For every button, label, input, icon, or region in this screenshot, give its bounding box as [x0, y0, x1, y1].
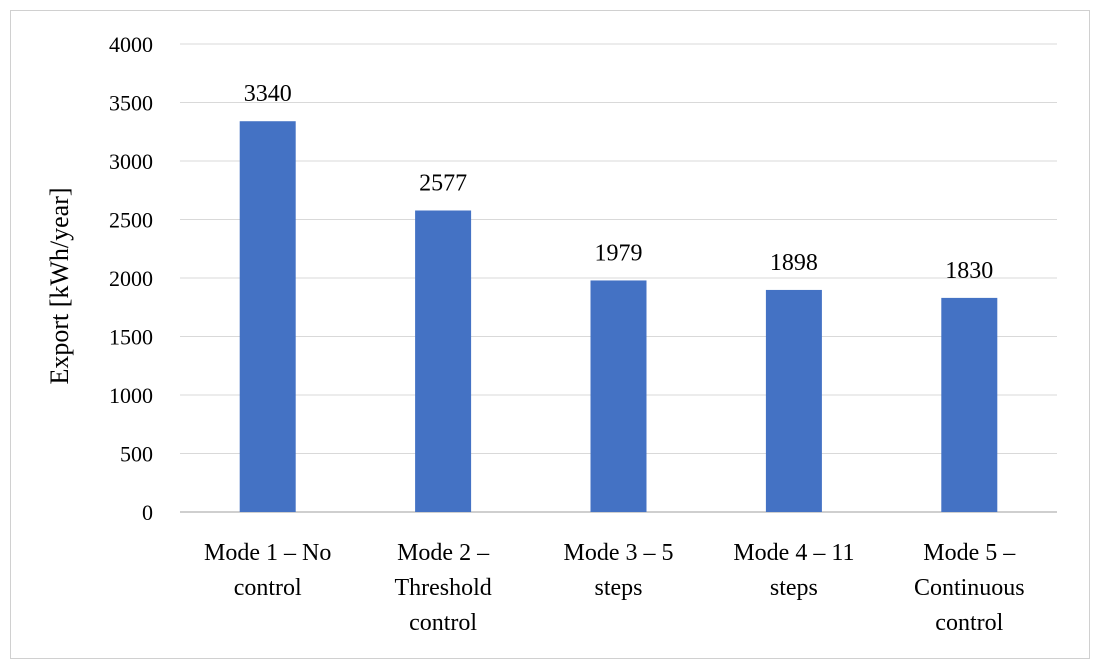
y-tick-label: 1500	[109, 325, 153, 350]
y-axis-title: Export [kWh/year]	[45, 187, 74, 384]
data-label: 1830	[945, 258, 993, 284]
bar	[590, 280, 647, 512]
y-tick-label: 3500	[109, 91, 153, 116]
chart-frame	[10, 10, 1090, 659]
x-axis-categories: Mode 1 – No control Mode 2 – Threshold contr…	[204, 540, 1025, 636]
y-tick-label: 4000	[109, 32, 153, 57]
bar	[415, 210, 472, 512]
x-category-label: Mode 3 – 5 steps	[564, 540, 674, 601]
bars	[239, 121, 998, 512]
data-labels: 3340 2577 1979 1898 1830	[244, 81, 994, 284]
bar	[765, 289, 822, 512]
x-category-label: Mode 1 – No control	[204, 540, 331, 601]
y-tick-label: 0	[142, 500, 153, 525]
bar	[239, 121, 296, 512]
y-axis-ticks: 0 500 1000 1500 2000 2500 3000 3500 4000	[109, 32, 153, 525]
bar	[941, 297, 998, 512]
y-tick-label: 2000	[109, 266, 153, 291]
y-tick-label: 500	[120, 442, 153, 467]
data-label: 2577	[419, 170, 467, 196]
data-label: 3340	[244, 81, 292, 107]
y-tick-label: 1000	[109, 383, 153, 408]
y-tick-label: 2500	[109, 208, 153, 233]
x-category-label: Mode 5 – Continuous control	[914, 540, 1025, 636]
data-label: 1898	[770, 250, 818, 276]
data-label: 1979	[595, 240, 643, 266]
x-category-label: Mode 2 – Threshold control	[394, 540, 491, 636]
y-tick-label: 3000	[109, 149, 153, 174]
gridlines	[180, 43, 1057, 513]
x-category-label: Mode 4 – 11 steps	[733, 540, 854, 601]
